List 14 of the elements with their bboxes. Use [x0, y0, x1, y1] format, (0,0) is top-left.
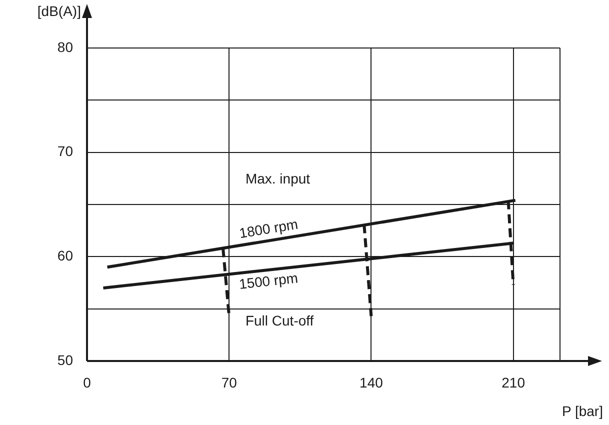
y-axis-title: [dB(A)]	[37, 2, 81, 19]
annotation: Full Cut-off	[245, 312, 314, 329]
y-tick-label: 70	[57, 143, 74, 160]
x-tick-label: 140	[360, 374, 384, 390]
x-tick-label: 0	[83, 374, 92, 390]
text: 1500 rpm	[238, 270, 299, 292]
x-tick-label: 70	[221, 374, 238, 390]
text: 1800 rpm	[238, 216, 300, 242]
x-tick-label: 210	[502, 374, 526, 390]
y-tick-label: 50	[57, 352, 74, 368]
x-axis-title: P [bar]	[562, 402, 603, 419]
y-tick-label: 60	[57, 248, 74, 264]
annotation: Max. input	[245, 170, 310, 186]
y-tick-label: 80	[57, 38, 74, 55]
